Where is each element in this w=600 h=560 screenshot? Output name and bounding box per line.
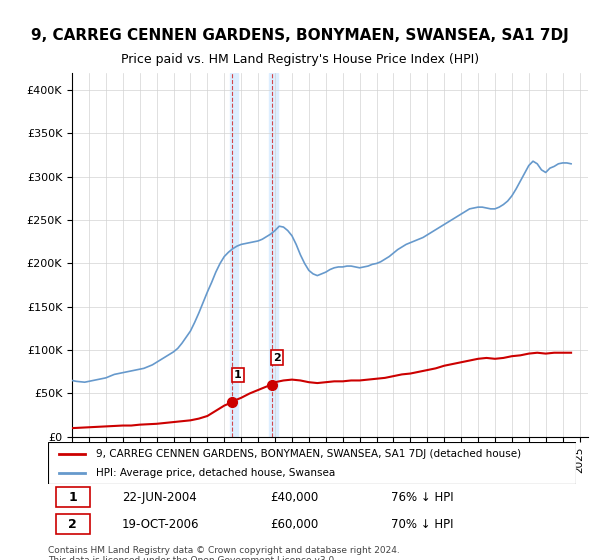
FancyBboxPatch shape	[56, 514, 90, 534]
Text: 76% ↓ HPI: 76% ↓ HPI	[391, 491, 454, 504]
Text: 2: 2	[68, 518, 77, 531]
Text: Price paid vs. HM Land Registry's House Price Index (HPI): Price paid vs. HM Land Registry's House …	[121, 53, 479, 66]
Text: 2: 2	[274, 353, 281, 362]
Text: £40,000: £40,000	[270, 491, 318, 504]
Text: 1: 1	[68, 491, 77, 504]
FancyBboxPatch shape	[56, 487, 90, 507]
Text: 9, CARREG CENNEN GARDENS, BONYMAEN, SWANSEA, SA1 7DJ: 9, CARREG CENNEN GARDENS, BONYMAEN, SWAN…	[31, 28, 569, 43]
Text: Contains HM Land Registry data © Crown copyright and database right 2024.
This d: Contains HM Land Registry data © Crown c…	[48, 546, 400, 560]
Text: £60,000: £60,000	[270, 518, 318, 531]
Text: 1: 1	[234, 370, 242, 380]
Text: 19-OCT-2006: 19-OCT-2006	[122, 518, 199, 531]
Text: 22-JUN-2004: 22-JUN-2004	[122, 491, 197, 504]
Text: HPI: Average price, detached house, Swansea: HPI: Average price, detached house, Swan…	[95, 468, 335, 478]
Text: 9, CARREG CENNEN GARDENS, BONYMAEN, SWANSEA, SA1 7DJ (detached house): 9, CARREG CENNEN GARDENS, BONYMAEN, SWAN…	[95, 449, 521, 459]
FancyBboxPatch shape	[48, 442, 576, 484]
Bar	[269, 73, 278, 437]
Text: 70% ↓ HPI: 70% ↓ HPI	[391, 518, 454, 531]
Bar	[230, 73, 238, 437]
